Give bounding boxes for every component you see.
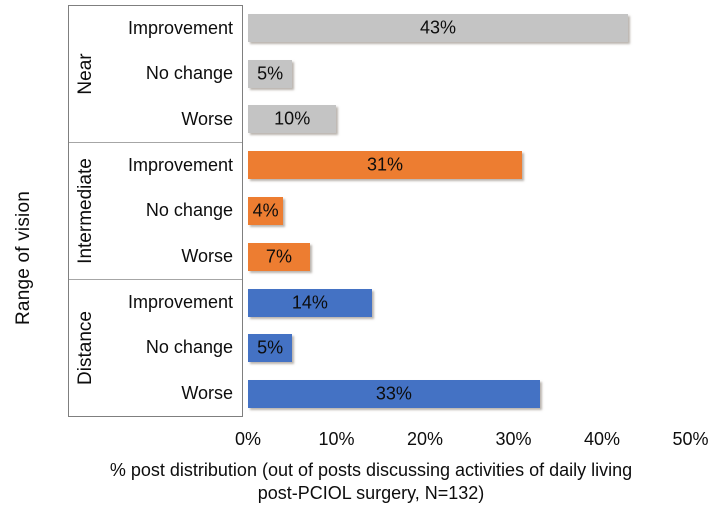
category-label-box: Near Improvement No change Worse Intermediat… (68, 5, 243, 417)
x-axis-title-line-2: post-PCIOL surgery, N=132) (257, 483, 485, 503)
row-label: No change (145, 337, 233, 358)
row-label: Worse (181, 108, 233, 129)
bar-near-worse: 10% (248, 105, 337, 134)
bar-near-no-change: 5% (248, 59, 293, 88)
bar-intermediate-no-change: 4% (248, 197, 284, 225)
bar-distance-worse: 33% (248, 380, 540, 409)
x-tick-label: 50% (672, 429, 708, 449)
bar-intermediate-worse: 7% (248, 242, 310, 271)
x-tick-label: 30% (495, 429, 532, 449)
row-label: Improvement (127, 155, 233, 176)
bar-near-improvement: 43% (248, 13, 629, 42)
bar-value-label: 5% (257, 337, 284, 358)
bar-value-label: 14% (291, 292, 328, 313)
x-axis-title-line-1: % post distribution (out of posts discus… (109, 460, 633, 480)
bar-value-label: 7% (265, 246, 292, 267)
bar-intermediate-improvement: 31% (248, 151, 523, 180)
row-labels: Improvement No change Worse (105, 280, 242, 416)
row-labels: Improvement No change Worse (105, 6, 242, 142)
row-label: No change (145, 63, 233, 84)
bar-distance-improvement: 14% (248, 288, 372, 317)
x-tick-label: 0% (234, 429, 262, 449)
bar-value-label: 43% (420, 17, 457, 38)
x-tick-label: 20% (406, 429, 444, 449)
bar-value-label: 31% (367, 154, 404, 175)
row-label: Worse (181, 382, 233, 403)
x-axis-title: % post distribution (out of posts discus… (42, 459, 700, 505)
x-tick-label: 10% (318, 429, 355, 449)
bar-distance-no-change: 5% (248, 334, 293, 363)
group-section-intermediate: Intermediate Improvement No change Worse (69, 142, 242, 279)
group-section-distance: Distance Improvement No change Worse (69, 279, 242, 416)
bar-value-label: 10% (274, 108, 311, 129)
row-label: Improvement (127, 292, 233, 313)
bar-value-label: 33% (375, 383, 412, 404)
row-label: Improvement (127, 18, 233, 39)
bar-value-label: 5% (257, 63, 284, 84)
bar-value-label: 4% (252, 200, 279, 221)
x-tick-label: 40% (583, 429, 621, 449)
group-section-near: Near Improvement No change Worse (69, 6, 242, 142)
row-label: No change (145, 200, 233, 221)
row-labels: Improvement No change Worse (105, 143, 242, 279)
row-label: Worse (181, 245, 233, 266)
